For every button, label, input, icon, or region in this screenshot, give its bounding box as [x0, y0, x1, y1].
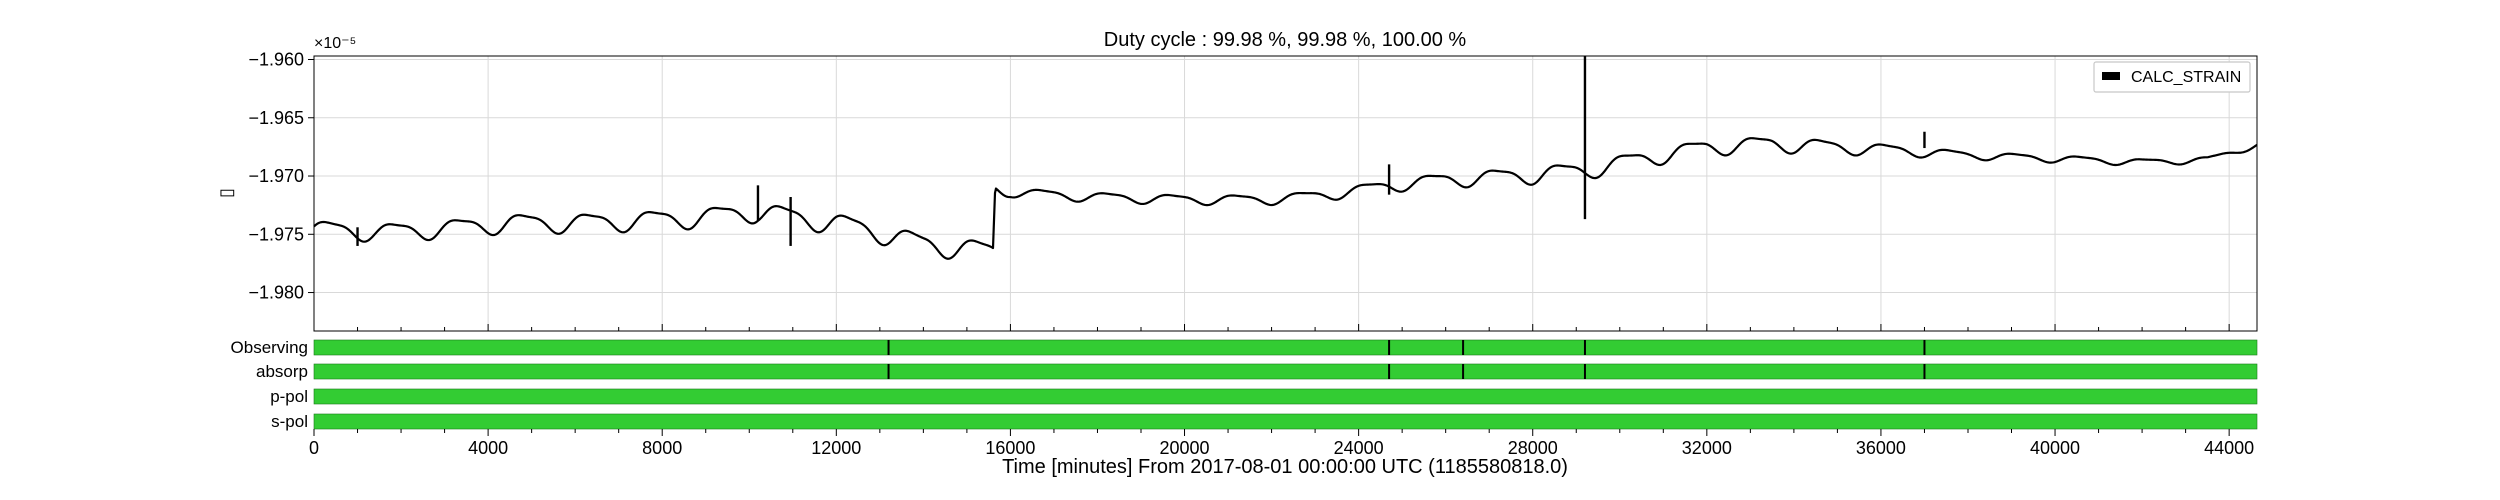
- x-tick-label: 20000: [1159, 438, 1209, 458]
- y-axis-label: ▯: [216, 188, 236, 198]
- segment-rows: Observing absorp p-pol s-pol: [231, 338, 2258, 431]
- main-plot-frame: [313, 55, 2258, 332]
- x-tick-label: 16000: [985, 438, 1035, 458]
- main-plot-grid: [313, 56, 2257, 331]
- y-scale-factor: ×10⁻⁵: [314, 35, 356, 52]
- segment-row-label: absorp: [256, 362, 308, 381]
- x-tick-label: 32000: [1682, 438, 1732, 458]
- x-tick-label: 40000: [2030, 438, 2080, 458]
- y-tick-label: −1.975: [248, 224, 304, 244]
- x-tick-label: 44000: [2204, 438, 2254, 458]
- x-tick-label: 28000: [1508, 438, 1558, 458]
- y-tick-label: −1.980: [248, 283, 304, 303]
- x-tick-label: 8000: [642, 438, 682, 458]
- calc-strain-trace: [313, 137, 2258, 260]
- segment-bar: [313, 413, 2258, 430]
- segment-x-axis: 0 4000 8000 12000 16000 20000 24000 28000 32000 3…: [309, 324, 2254, 458]
- y-tick-label: −1.970: [248, 166, 304, 186]
- segment-bar: [313, 388, 2258, 405]
- calc-strain-line: [313, 137, 2258, 260]
- legend-label: CALC_STRAIN: [2131, 69, 2241, 86]
- x-tick-label: 36000: [1856, 438, 1906, 458]
- legend-box: [2093, 61, 2251, 93]
- segment-bar: [313, 339, 2258, 356]
- legend-swatch: [2102, 72, 2120, 80]
- segment-row-label: p-pol: [270, 387, 308, 406]
- x-tick-label: 0: [309, 438, 319, 458]
- calc-strain-spikes: [356, 56, 1926, 246]
- legend: CALC_STRAIN: [2093, 61, 2251, 93]
- x-tick-label: 4000: [468, 438, 508, 458]
- segment-row-label: Observing: [231, 338, 308, 357]
- x-tick-label: 24000: [1334, 438, 1384, 458]
- segment-bar: [313, 363, 2258, 380]
- segment-row-label: s-pol: [271, 412, 308, 431]
- chart-title: Duty cycle : 99.98 %, 99.98 %, 100.00 %: [1104, 29, 1467, 51]
- x-tick-label: 12000: [811, 438, 861, 458]
- y-tick-label: −1.960: [248, 49, 304, 69]
- y-tick-label: −1.965: [248, 108, 304, 128]
- x-axis-label: Time [minutes] From 2017-08-01 00:00:00 …: [1002, 456, 1568, 478]
- main-plot-y-axis: −1.960 −1.965 −1.970 −1.975 −1.980: [248, 49, 314, 303]
